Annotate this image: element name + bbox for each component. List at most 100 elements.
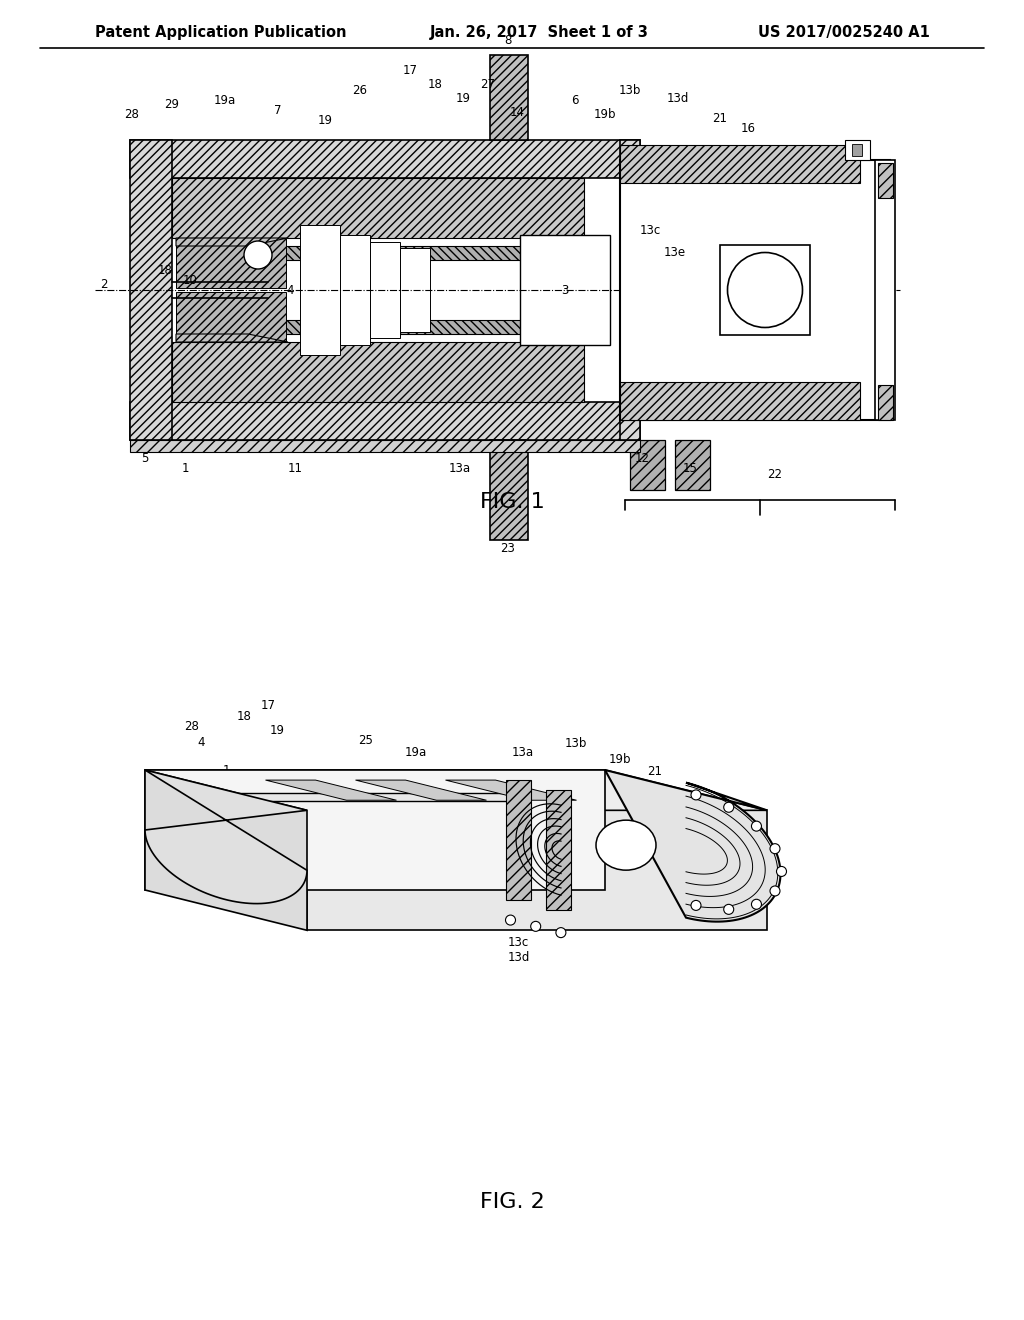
Polygon shape bbox=[445, 780, 577, 800]
Polygon shape bbox=[506, 780, 530, 900]
Text: 22: 22 bbox=[768, 469, 782, 482]
Bar bbox=[620, 140, 640, 440]
Bar bbox=[130, 440, 640, 451]
Text: 19b: 19b bbox=[594, 108, 616, 121]
Bar bbox=[130, 140, 172, 440]
Text: 29: 29 bbox=[165, 99, 179, 111]
Bar bbox=[620, 145, 860, 183]
Bar bbox=[878, 162, 893, 198]
Text: 16: 16 bbox=[740, 121, 756, 135]
Polygon shape bbox=[145, 770, 767, 810]
Ellipse shape bbox=[727, 252, 803, 327]
Text: 13e: 13e bbox=[620, 824, 642, 837]
Bar bbox=[878, 385, 893, 420]
Text: 25: 25 bbox=[358, 734, 374, 747]
Circle shape bbox=[724, 904, 734, 915]
Bar bbox=[630, 440, 665, 490]
Polygon shape bbox=[176, 334, 288, 342]
Text: 1: 1 bbox=[222, 764, 229, 776]
Polygon shape bbox=[355, 780, 486, 800]
Polygon shape bbox=[145, 770, 307, 904]
Text: FIG. 2: FIG. 2 bbox=[479, 1192, 545, 1212]
Text: 13d: 13d bbox=[507, 950, 529, 964]
Text: 6: 6 bbox=[571, 94, 579, 107]
Circle shape bbox=[724, 803, 734, 812]
Text: 4: 4 bbox=[287, 284, 294, 297]
Polygon shape bbox=[265, 780, 396, 800]
Circle shape bbox=[770, 843, 780, 854]
Polygon shape bbox=[145, 770, 307, 931]
Text: Patent Application Publication: Patent Application Publication bbox=[95, 25, 346, 40]
Text: 19: 19 bbox=[456, 91, 470, 104]
Text: 12: 12 bbox=[635, 451, 649, 465]
Text: 1: 1 bbox=[181, 462, 188, 474]
Text: 18: 18 bbox=[428, 78, 442, 91]
Text: 10: 10 bbox=[182, 273, 198, 286]
Polygon shape bbox=[145, 770, 605, 890]
Bar bbox=[180, 319, 560, 334]
Circle shape bbox=[752, 899, 762, 909]
Text: 19b: 19b bbox=[608, 752, 631, 766]
Text: Jan. 26, 2017  Sheet 1 of 3: Jan. 26, 2017 Sheet 1 of 3 bbox=[430, 25, 649, 40]
Text: 19: 19 bbox=[317, 114, 333, 127]
Bar bbox=[176, 292, 286, 342]
Bar bbox=[340, 235, 370, 345]
Bar bbox=[180, 246, 560, 260]
Text: 19a: 19a bbox=[214, 94, 237, 107]
Bar bbox=[845, 140, 870, 160]
Text: 7: 7 bbox=[274, 103, 282, 116]
Ellipse shape bbox=[596, 820, 656, 870]
Text: 23: 23 bbox=[501, 541, 515, 554]
Text: US 2017/0025240 A1: US 2017/0025240 A1 bbox=[758, 25, 930, 40]
Circle shape bbox=[691, 789, 701, 800]
Text: 27: 27 bbox=[480, 78, 496, 91]
Text: 13e: 13e bbox=[664, 246, 686, 259]
Text: 13a: 13a bbox=[512, 746, 535, 759]
Circle shape bbox=[530, 921, 541, 932]
Text: 19: 19 bbox=[270, 725, 285, 738]
Text: 13c: 13c bbox=[508, 936, 529, 949]
Text: 17: 17 bbox=[402, 63, 418, 77]
Bar bbox=[490, 440, 528, 540]
Text: 3: 3 bbox=[427, 768, 434, 781]
Polygon shape bbox=[176, 238, 288, 246]
Text: 14: 14 bbox=[510, 106, 524, 119]
Polygon shape bbox=[605, 770, 780, 921]
Text: 5: 5 bbox=[141, 451, 148, 465]
Circle shape bbox=[244, 242, 272, 269]
Bar bbox=[130, 140, 640, 178]
Text: 21: 21 bbox=[647, 766, 662, 777]
Circle shape bbox=[691, 900, 701, 911]
Text: FIG. 1: FIG. 1 bbox=[479, 492, 545, 512]
Bar bbox=[490, 55, 528, 140]
Text: 8: 8 bbox=[504, 33, 512, 46]
Circle shape bbox=[752, 821, 762, 832]
Bar bbox=[176, 238, 286, 288]
Circle shape bbox=[770, 886, 780, 896]
Polygon shape bbox=[239, 793, 519, 801]
Bar bbox=[172, 342, 584, 403]
Text: 17: 17 bbox=[260, 700, 275, 713]
Bar bbox=[720, 246, 810, 335]
Circle shape bbox=[556, 928, 566, 937]
Text: 22: 22 bbox=[725, 810, 740, 824]
Text: 13c: 13c bbox=[639, 223, 660, 236]
Text: 2: 2 bbox=[100, 279, 108, 292]
Bar bbox=[620, 381, 860, 420]
Text: 26: 26 bbox=[352, 83, 368, 96]
Text: 28: 28 bbox=[125, 108, 139, 121]
Text: 13d: 13d bbox=[667, 91, 689, 104]
Bar bbox=[130, 403, 640, 440]
Text: 18: 18 bbox=[237, 710, 252, 723]
Bar bbox=[675, 440, 710, 490]
Bar bbox=[852, 144, 862, 156]
Bar bbox=[874, 160, 895, 420]
Text: 15: 15 bbox=[683, 462, 697, 474]
Text: 19a: 19a bbox=[404, 746, 427, 759]
Text: 11: 11 bbox=[288, 462, 302, 474]
Text: 3: 3 bbox=[561, 284, 568, 297]
Text: 18: 18 bbox=[158, 264, 172, 276]
Bar bbox=[172, 178, 584, 238]
Text: 13a: 13a bbox=[449, 462, 471, 474]
Polygon shape bbox=[307, 810, 767, 931]
